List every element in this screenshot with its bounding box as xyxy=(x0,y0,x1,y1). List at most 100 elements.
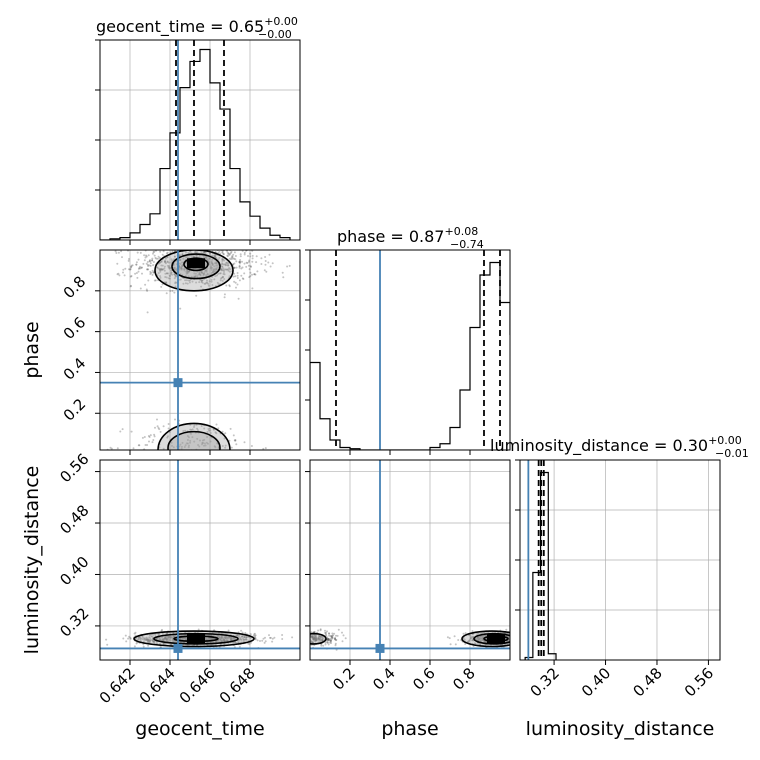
phase-vs-geocent_time-point xyxy=(234,439,237,442)
phase-vs-geocent_time-point xyxy=(180,268,183,271)
luminosity_distance-vs-phase-point xyxy=(514,636,516,638)
luminosity_distance-vs-geocent_time-point xyxy=(167,635,170,638)
luminosity_distance-vs-geocent_time-point xyxy=(222,636,225,639)
phase-vs-geocent_time-point xyxy=(157,426,160,429)
luminosity_distance-vs-phase-point xyxy=(471,630,474,633)
luminosity_distance-vs-geocent_time-point xyxy=(212,637,215,640)
luminosity_distance-vs-phase-point xyxy=(296,638,298,640)
phase-vs-geocent_time-point xyxy=(167,435,169,438)
phase-vs-geocent_time-point xyxy=(174,274,177,277)
luminosity_distance-vs-geocent_time-point xyxy=(236,634,239,637)
phase-vs-geocent_time-point xyxy=(235,260,238,263)
phase-vs-geocent_time-point xyxy=(139,251,142,254)
phase-vs-geocent_time-point xyxy=(183,269,186,272)
phase-vs-geocent_time-point xyxy=(226,251,229,254)
luminosity_distance-vs-geocent_time-point xyxy=(148,639,151,642)
luminosity_distance-vs-phase-point xyxy=(317,638,320,641)
luminosity_distance-vs-phase-point xyxy=(326,637,329,640)
luminosity_distance-vs-phase-point xyxy=(310,631,313,634)
phase-vs-geocent_time-point xyxy=(203,427,206,430)
phase-vs-geocent_time-point xyxy=(212,457,214,459)
luminosity_distance-vs-phase-point xyxy=(514,641,516,643)
phase-vs-geocent_time-point xyxy=(200,279,203,282)
luminosity_distance-vs-geocent_time-point xyxy=(224,636,226,639)
phase-vs-geocent_time-point xyxy=(116,262,119,265)
luminosity_distance-vs-phase-point xyxy=(479,637,482,640)
phase-vs-geocent_time-point xyxy=(161,268,164,271)
luminosity_distance-vs-phase-point xyxy=(512,639,514,641)
phase-vs-geocent_time-point xyxy=(222,263,225,266)
phase-vs-geocent_time-point xyxy=(179,259,182,261)
phase-vs-geocent_time-point xyxy=(236,283,239,286)
phase-vs-geocent_time-point xyxy=(209,267,212,270)
phase-vs-geocent_time-point xyxy=(136,251,139,254)
luminosity_distance-vs-phase-point xyxy=(337,628,340,631)
phase-vs-geocent_time-point xyxy=(205,258,208,261)
phase-vs-geocent_time-point xyxy=(166,436,169,439)
luminosity_distance-vs-phase-point xyxy=(303,636,305,638)
phase-vs-geocent_time-point xyxy=(199,274,202,277)
luminosity_distance-vs-phase-point xyxy=(525,632,527,634)
luminosity_distance-vs-phase-point xyxy=(331,632,334,635)
phase-vs-geocent_time-point xyxy=(236,277,239,279)
phase-vs-geocent_time-point xyxy=(198,272,201,275)
luminosity_distance-vs-phase-point xyxy=(334,639,337,642)
luminosity_distance-vs-geocent_time-point xyxy=(223,636,226,639)
phase-vs-geocent_time-point xyxy=(232,253,235,256)
phase-vs-geocent_time-point xyxy=(160,268,163,271)
phase-vs-geocent_time-point xyxy=(251,287,254,290)
phase-vs-geocent_time-point xyxy=(143,243,145,245)
phase-vs-geocent_time-point xyxy=(214,270,217,273)
luminosity_distance-vs-geocent_time-point xyxy=(148,636,151,639)
phase-vs-geocent_time-point xyxy=(189,453,191,455)
phase-vs-geocent_time-point xyxy=(210,246,212,248)
phase-vs-geocent_time-point xyxy=(215,432,218,435)
phase-vs-geocent_time-point xyxy=(205,274,208,277)
phase-vs-geocent_time-point xyxy=(264,263,267,266)
luminosity_distance-vs-phase-point xyxy=(512,638,514,640)
phase-vs-geocent_time-point xyxy=(139,287,142,290)
luminosity_distance-vs-phase-point xyxy=(524,640,526,642)
luminosity_distance-vs-geocent_time-point xyxy=(145,636,148,639)
luminosity_distance-vs-geocent_time-point xyxy=(154,633,157,636)
phase-vs-geocent_time-truth-marker xyxy=(173,378,183,388)
luminosity_distance-vs-phase-point xyxy=(467,640,470,643)
phase-vs-geocent_time-point xyxy=(160,243,162,245)
luminosity_distance-vs-phase-point xyxy=(483,640,486,643)
phase-vs-geocent_time-point xyxy=(141,272,143,275)
phase-vs-geocent_time-point xyxy=(233,266,236,269)
phase-vs-geocent_time-point xyxy=(251,254,254,257)
phase-vs-geocent_time-point xyxy=(214,247,216,249)
luminosity_distance-marginal-xtick-label-3: 0.56 xyxy=(681,664,717,700)
phase-vs-geocent_time-point xyxy=(189,439,192,442)
luminosity_distance-vs-phase-point xyxy=(313,637,316,640)
phase-vs-geocent_time-point xyxy=(245,265,248,268)
phase-vs-geocent_time-point xyxy=(174,275,177,278)
phase-vs-geocent_time-point xyxy=(217,427,220,430)
phase-vs-geocent_time-point xyxy=(211,262,214,265)
phase-vs-geocent_time-point xyxy=(186,270,189,273)
phase-vs-geocent_time-point xyxy=(160,285,163,288)
phase-vs-geocent_time-point xyxy=(218,250,221,253)
phase-vs-geocent_time-point xyxy=(227,252,230,255)
luminosity_distance-vs-geocent_time-point xyxy=(170,643,173,646)
luminosity_distance-vs-phase-point xyxy=(327,637,330,640)
phase-vs-geocent_time-point xyxy=(191,244,193,246)
luminosity_distance-vs-phase-point xyxy=(511,644,513,646)
luminosity_distance-vs-geocent_time-point xyxy=(223,638,225,641)
phase-vs-geocent_time-point xyxy=(227,252,230,255)
luminosity_distance-vs-phase-point xyxy=(319,628,322,631)
phase-vs-geocent_time-point xyxy=(163,260,166,263)
phase-vs-geocent_time-point xyxy=(202,272,205,275)
luminosity_distance-vs-geocent_time-point xyxy=(164,637,167,640)
luminosity_distance-vs-geocent_time-point xyxy=(269,636,272,639)
phase-vs-geocent_time-point xyxy=(168,274,171,277)
luminosity_distance-vs-phase-point xyxy=(320,640,322,643)
phase-vs-geocent_time-point xyxy=(186,270,189,273)
luminosity_distance-vs-geocent_time-point xyxy=(165,638,168,641)
title-phase-sup: +0.08 xyxy=(444,225,478,238)
phase-vs-geocent_time-point xyxy=(198,467,200,469)
phase-vs-geocent_time-point xyxy=(221,251,224,254)
luminosity_distance-vs-phase-point xyxy=(484,634,487,637)
phase-vs-geocent_time-point xyxy=(174,243,176,245)
